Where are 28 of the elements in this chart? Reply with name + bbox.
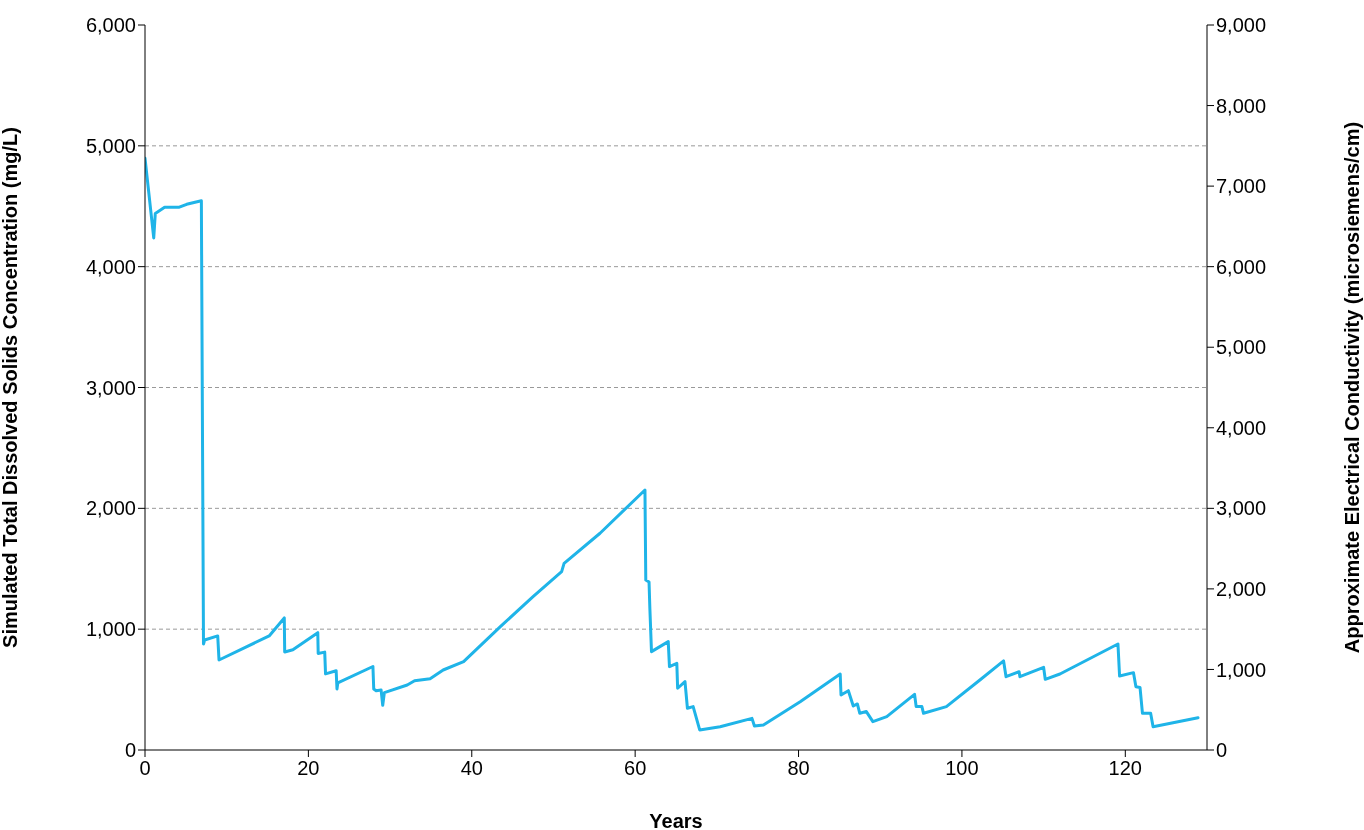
y2-tick-label: 4,000 <box>1216 416 1267 439</box>
x-tick-label: 120 <box>1108 757 1142 780</box>
y2-tick-label: 8,000 <box>1216 94 1267 117</box>
y2-tick-label: 9,000 <box>1216 14 1267 37</box>
y-axis-title: Simulated Total Dissolved Solids Concentration (mg/L) <box>0 127 22 648</box>
y2-tick-label: 2,000 <box>1216 577 1267 600</box>
x-tick-label: 40 <box>460 757 483 780</box>
y2-tick-label: 7,000 <box>1216 175 1267 198</box>
y2-axis-title: Approximate Electrical Conductivity (microsiemens/cm) <box>1341 121 1364 654</box>
x-tick-label: 0 <box>139 757 151 780</box>
x-tick-label: 100 <box>945 757 979 780</box>
y2-tick-label: 0 <box>1216 739 1228 762</box>
x-axis-title: Years <box>649 810 703 830</box>
y2-tick-label: 1,000 <box>1216 658 1267 681</box>
x-tick-label: 60 <box>624 757 647 780</box>
x-tick-label: 20 <box>297 757 320 780</box>
y-tick-label: 2,000 <box>85 497 136 520</box>
line-series <box>145 156 1200 732</box>
y2-tick-label: 3,000 <box>1216 497 1267 520</box>
y-tick-label: 4,000 <box>85 255 136 278</box>
x-tick-label: 80 <box>787 757 810 780</box>
y-tick-label: 5,000 <box>85 134 136 157</box>
y2-tick-label: 6,000 <box>1216 255 1267 278</box>
y-tick-label: 6,000 <box>85 14 136 37</box>
y2-tick-label: 5,000 <box>1216 336 1267 359</box>
y-tick-label: 3,000 <box>85 376 136 399</box>
y-tick-label: 1,000 <box>85 618 136 641</box>
y-tick-label: 0 <box>124 739 136 762</box>
